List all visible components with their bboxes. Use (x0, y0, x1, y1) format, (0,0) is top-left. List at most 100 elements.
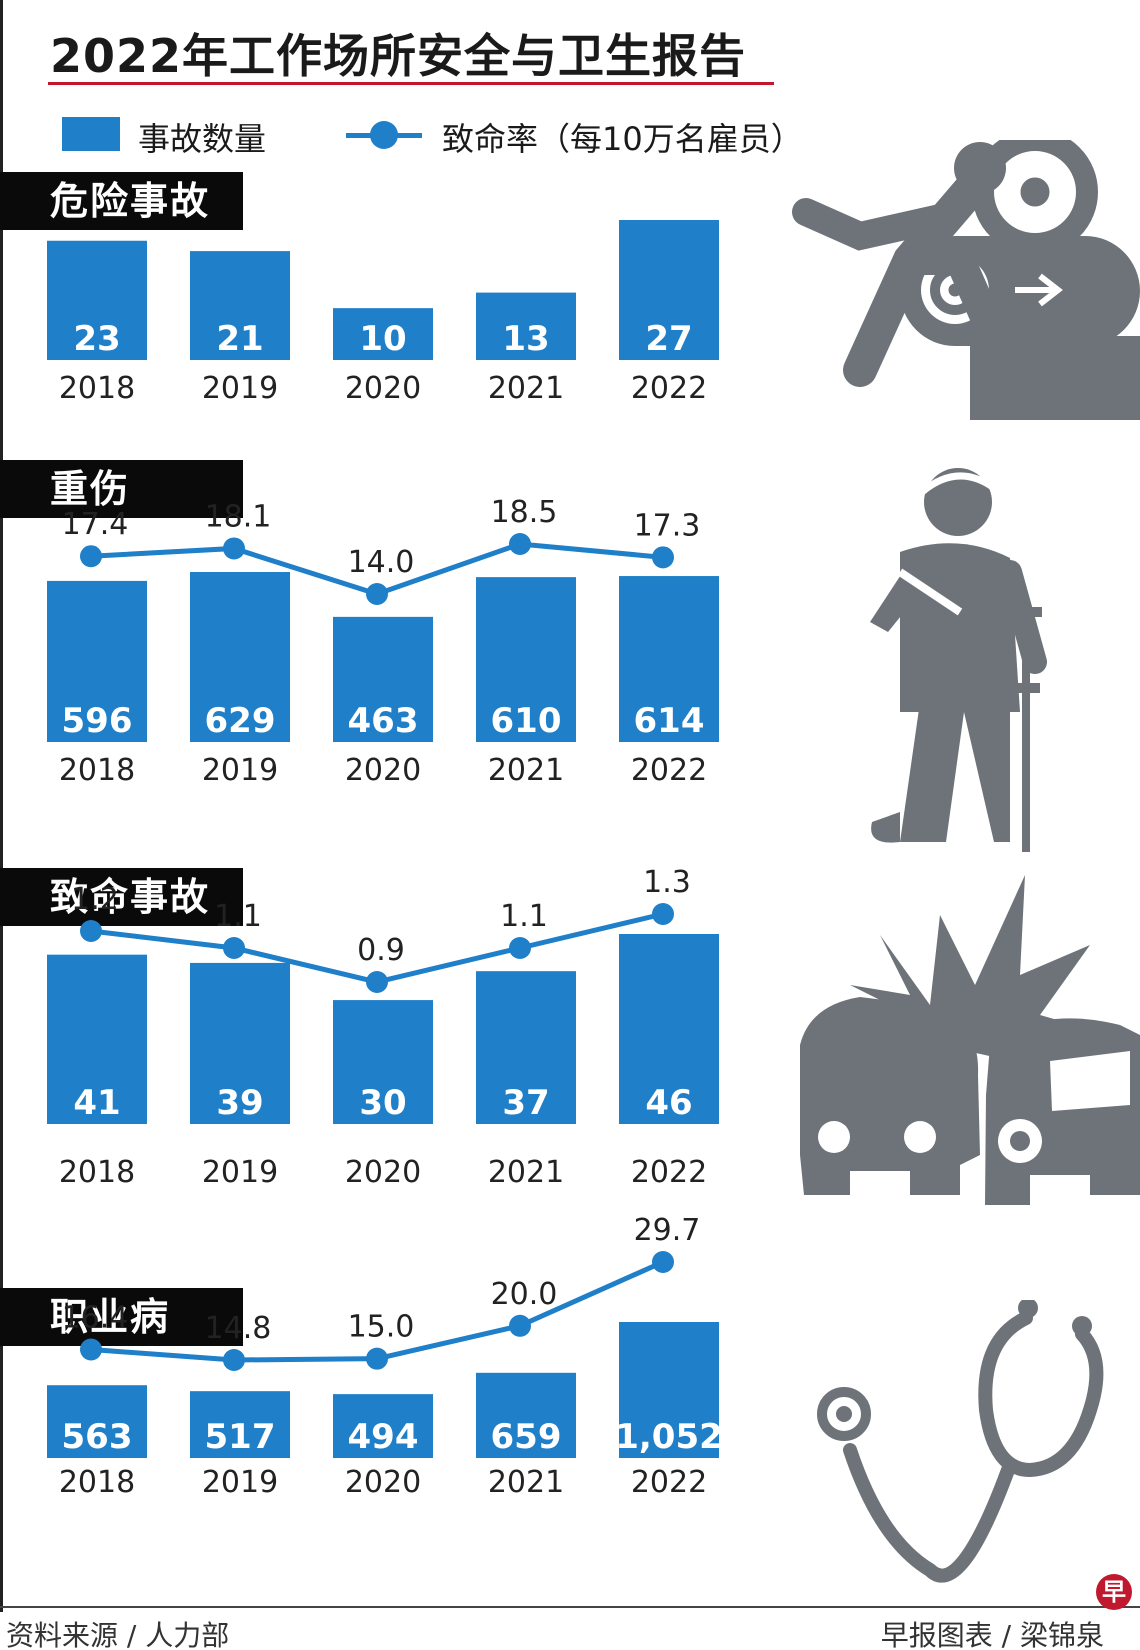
rate-value-label: 18.1 (205, 499, 272, 534)
year-tick-label: 2021 (488, 1465, 564, 1500)
bar-2020 (333, 1000, 433, 1124)
panel-dangerous-occurrences: 危险事故 23 21 10 13 27 2018 2019 2020 2021 2022 (0, 172, 790, 432)
bar-value-label: 659 (491, 1417, 562, 1457)
footer-divider (0, 1606, 1140, 1608)
rate-point-2022 (652, 546, 674, 569)
rate-point-2021 (509, 533, 531, 555)
chart-dangerous-occurrences: 23 21 10 13 27 2018 2019 2020 2021 2022 (47, 220, 719, 406)
rate-point-2020 (366, 583, 388, 605)
bar-2019 (190, 572, 290, 742)
bar-value-label: 13 (502, 319, 549, 359)
stethoscope-icon (817, 1300, 1104, 1583)
bar-2020 (333, 308, 433, 360)
chart-fatal-injuries: 41 39 30 37 46 2018 2019 2020 2021 2022 1.2 1.1 0.9 1… (47, 865, 719, 1190)
year-tick-label: 2021 (488, 1155, 564, 1190)
rate-value-label: 1.3 (643, 865, 691, 900)
rate-value-label: 29.7 (634, 1213, 701, 1248)
rate-value-label: 17.4 (62, 507, 129, 542)
rate-point-2022 (652, 1251, 674, 1273)
rate-value-label: 16.4 (62, 1300, 129, 1335)
rate-value-label: 1.2 (71, 882, 119, 917)
bar-value-label: 27 (645, 319, 692, 359)
year-tick-label: 2022 (631, 371, 707, 406)
bar-2021 (476, 577, 576, 742)
bar-value-label: 614 (634, 701, 705, 741)
year-tick-label: 2018 (59, 753, 135, 788)
bar-2019 (190, 962, 290, 1124)
rate-value-label: 0.9 (357, 933, 405, 968)
year-tick-label: 2020 (345, 1155, 421, 1190)
zaobao-logo: 早 (1096, 1574, 1132, 1610)
year-tick-label: 2021 (488, 753, 564, 788)
bar-2022 (619, 934, 719, 1124)
rate-point-2018 (80, 545, 102, 568)
bar-2022 (619, 1322, 719, 1458)
bar-2018 (47, 954, 147, 1124)
bar-value-label: 30 (359, 1083, 406, 1123)
frame-left-border (0, 0, 3, 1612)
year-tick-label: 2019 (202, 1465, 278, 1500)
source-label: 资料来源 / 人力部 (6, 1619, 230, 1650)
rate-value-label: 20.0 (491, 1277, 558, 1312)
rate-point-2019 (223, 537, 245, 560)
panel-major-injuries: 重伤 596 629 463 610 614 2018 2019 2020 2021 2022 17… (0, 460, 790, 830)
rate-value-label: 17.3 (634, 508, 701, 543)
year-tick-label: 2022 (631, 1155, 707, 1190)
bar-2022 (619, 576, 719, 742)
car-crash-icon (800, 875, 1140, 1205)
year-tick-label: 2020 (345, 753, 421, 788)
year-tick-label: 2020 (345, 371, 421, 406)
chart-occupational-diseases: 563 517 494 659 1,052 2018 2019 2020 2021 2022 16.… (47, 1213, 723, 1500)
rate-value-label: 15.0 (348, 1310, 415, 1345)
bar-2021 (476, 292, 576, 360)
year-tick-label: 2018 (59, 1155, 135, 1190)
bar-2019 (190, 251, 290, 360)
year-tick-label: 2019 (202, 753, 278, 788)
rate-value-label: 14.8 (205, 1311, 272, 1346)
bar-value-label: 563 (62, 1417, 133, 1457)
legend-line-marker (370, 121, 398, 149)
bar-value-label: 37 (502, 1083, 549, 1123)
year-tick-label: 2018 (59, 371, 135, 406)
year-tick-label: 2019 (202, 1155, 278, 1190)
year-tick-label: 2022 (631, 1465, 707, 1500)
panel-title: 重伤 (0, 460, 243, 518)
bar-value-label: 1,052 (615, 1417, 723, 1457)
legend-line-label: 致命率（每10万名雇员） (442, 120, 803, 158)
panel-title: 危险事故 (0, 172, 243, 230)
rate-value-label: 1.1 (500, 899, 548, 934)
bar-value-label: 10 (359, 319, 406, 359)
rate-point-2021 (509, 937, 531, 959)
bar-value-label: 39 (216, 1083, 263, 1123)
bar-value-label: 21 (216, 319, 263, 359)
legend-bar-swatch (62, 117, 120, 151)
machine-accident-icon (792, 140, 1140, 420)
bar-value-label: 41 (73, 1083, 120, 1123)
year-tick-label: 2022 (631, 753, 707, 788)
rate-point-2019 (223, 1349, 245, 1371)
bar-2018 (47, 580, 147, 742)
bar-value-label: 610 (491, 701, 562, 741)
title-underline (48, 82, 774, 85)
bar-2021 (476, 1372, 576, 1458)
rate-point-2021 (509, 1314, 531, 1337)
rate-point-2018 (80, 1338, 102, 1361)
bar-2020 (333, 616, 433, 742)
bar-value-label: 23 (73, 319, 120, 359)
bar-value-label: 463 (348, 701, 419, 741)
year-tick-label: 2019 (202, 371, 278, 406)
rate-point-2020 (366, 971, 388, 993)
page-title: 2022年工作场所安全与卫生报告 (50, 29, 747, 83)
bar-value-label: 46 (645, 1083, 692, 1123)
bar-value-label: 629 (205, 701, 276, 741)
chart-major-injuries: 596 629 463 610 614 2018 2019 2020 2021 2022 17.4 1… (47, 495, 719, 788)
rate-point-2018 (80, 920, 102, 942)
bar-2021 (476, 971, 576, 1124)
bar-value-label: 517 (205, 1417, 276, 1457)
bar-2018 (47, 240, 147, 360)
year-tick-label: 2018 (59, 1465, 135, 1500)
rate-value-label: 14.0 (348, 545, 415, 580)
panel-fatal-injuries: 致命事故 41 39 30 37 46 2018 2019 2020 2021 2022 1.2 1.… (0, 865, 790, 1258)
bar-value-label: 596 (62, 701, 133, 741)
rate-value-label: 1.1 (214, 899, 262, 934)
